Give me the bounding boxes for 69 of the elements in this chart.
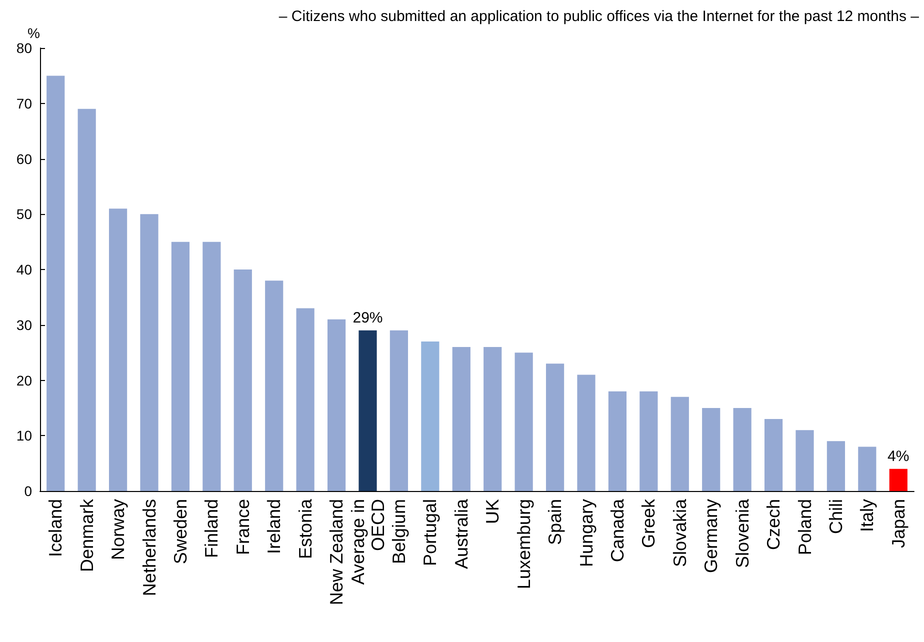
y-tick-label: 60 — [16, 150, 32, 167]
x-tick-label: Finland — [202, 499, 222, 558]
y-tick-label: 30 — [16, 316, 32, 333]
bar — [327, 319, 346, 491]
bar — [702, 408, 720, 491]
x-tick-label: Hungary — [576, 499, 596, 568]
bar — [421, 341, 440, 491]
y-axis-title: % — [28, 25, 40, 41]
bar — [296, 308, 314, 491]
x-tick-label: Iceland — [46, 499, 66, 558]
x-tick-label: Sweden — [170, 499, 190, 564]
bar — [140, 214, 158, 491]
y-tick-label: 40 — [16, 262, 32, 278]
bar — [546, 364, 564, 491]
bar — [796, 430, 814, 491]
y-tick-label: 10 — [16, 428, 32, 444]
x-tick-label: Denmark — [76, 498, 97, 572]
bar — [484, 347, 502, 491]
bar — [826, 441, 846, 491]
x-tick-label: Portugal — [420, 499, 440, 566]
x-tick-label: Norway — [108, 499, 128, 560]
bar — [670, 396, 689, 491]
y-tick-label: 50 — [16, 206, 32, 222]
bar — [390, 330, 408, 491]
y-tick-label: 0 — [24, 483, 32, 499]
bar — [577, 374, 596, 491]
x-tick-label: Luxemburg — [514, 499, 534, 590]
x-tick-label: Ireland — [264, 499, 284, 554]
chart-title: – Citizens who submitted an application to public offices via the Internet for the past 12 months – — [278, 8, 920, 25]
x-tick-label: Australia — [451, 498, 472, 570]
bar — [202, 242, 221, 491]
x-tick-label: Poland — [794, 499, 815, 556]
x-tick-label: Japan — [888, 499, 908, 548]
x-tick-label: Czech — [764, 499, 784, 550]
data-label: 29% — [352, 309, 383, 326]
bar — [234, 270, 252, 491]
bar — [46, 76, 65, 491]
bar — [640, 391, 658, 491]
y-tick-label: 70 — [16, 95, 32, 112]
bar — [171, 242, 190, 491]
x-tick-label: France — [232, 499, 253, 556]
data-label: 4% — [888, 448, 910, 465]
x-tick-label: New Zealand — [326, 499, 347, 606]
bar — [514, 352, 533, 491]
x-tick-label: Chili — [826, 499, 846, 534]
x-tick-label: Average in OECD — [348, 499, 388, 585]
x-tick-label: Belgium — [388, 499, 409, 564]
bar — [452, 347, 470, 491]
y-tick-label: 20 — [16, 372, 32, 388]
x-tick-label: Germany — [701, 499, 722, 574]
bar — [608, 391, 627, 491]
x-tick-label: Estonia — [295, 498, 316, 560]
x-tick-label: UK — [482, 499, 503, 524]
bar — [358, 330, 377, 491]
bar — [889, 468, 908, 491]
x-tick-label: Italy — [857, 499, 878, 532]
bar — [108, 208, 128, 491]
y-tick-label: 80 — [16, 40, 32, 56]
bar — [733, 408, 752, 491]
x-tick-label: Greek — [638, 498, 659, 548]
x-tick-label: Spain — [545, 499, 566, 546]
bar — [265, 280, 284, 491]
bar — [858, 446, 876, 491]
x-tick-label: Slovenia — [732, 498, 752, 568]
bar — [78, 108, 96, 491]
bar — [764, 419, 783, 491]
x-tick-label: Canada — [607, 498, 628, 562]
x-tick-label: Netherlands — [139, 499, 160, 596]
x-tick-label: Slovakia — [670, 498, 690, 568]
